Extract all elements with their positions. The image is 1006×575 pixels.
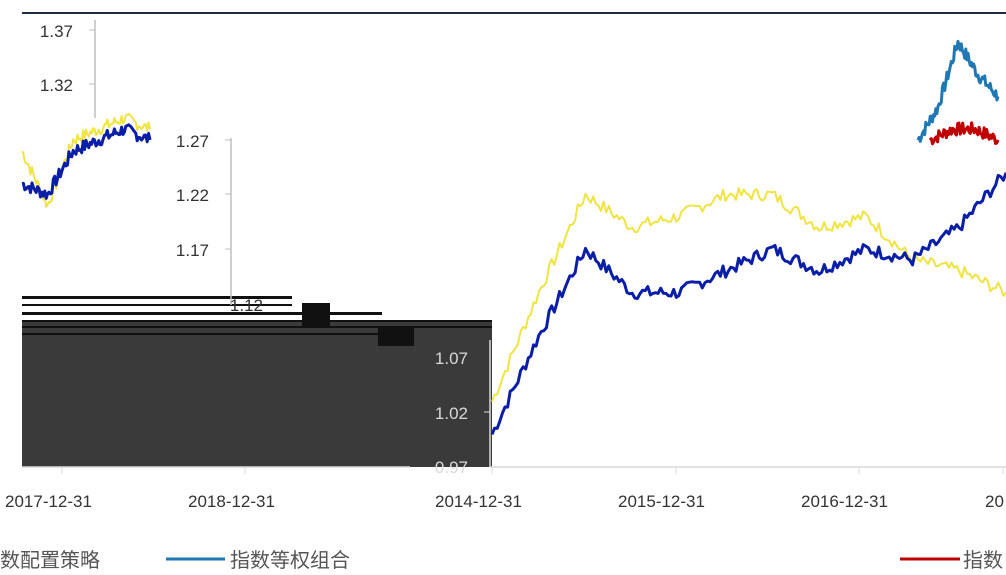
y-tick-label: 1.27 xyxy=(176,132,209,151)
y-tick-label: 1.12 xyxy=(230,296,263,315)
x-tick-label: 2016-12-31 xyxy=(801,492,888,511)
x-tick-label: 2017-12-31 xyxy=(5,492,92,511)
series-line-strategy-blue xyxy=(21,123,152,200)
legend-label-equal-weight: 指数等权组合 xyxy=(230,548,350,572)
main-plot xyxy=(21,20,1006,468)
y-tick-label: 1.22 xyxy=(176,186,209,205)
y-tick-label: 1.07 xyxy=(435,349,468,368)
series-line-yellow xyxy=(491,187,1006,403)
x-tick-label: 20 xyxy=(985,492,1004,511)
y-tick-label: 1.37 xyxy=(40,22,73,41)
x-tick-label: 2015-12-31 xyxy=(618,492,705,511)
x-tick-label: 2014-12-31 xyxy=(435,492,522,511)
legend-label-index: 指数 xyxy=(963,548,1003,572)
y-tick-label: 1.32 xyxy=(40,76,73,95)
y-tick-label: 1.17 xyxy=(176,241,209,260)
series-line-equal-weight xyxy=(490,172,1006,435)
y-tick-label: 0.97 xyxy=(435,458,468,477)
x-tick-label: 2018-12-31 xyxy=(188,492,275,511)
series-line-strategy xyxy=(21,112,151,208)
legend-label-strategy: 数配置策略 xyxy=(0,548,100,572)
glitch-bars xyxy=(22,296,492,346)
shaded-region xyxy=(22,322,492,467)
series-line-index-red xyxy=(928,121,1000,146)
y-tick-label: 1.02 xyxy=(435,404,468,423)
series-line-right-blue xyxy=(916,39,1000,143)
